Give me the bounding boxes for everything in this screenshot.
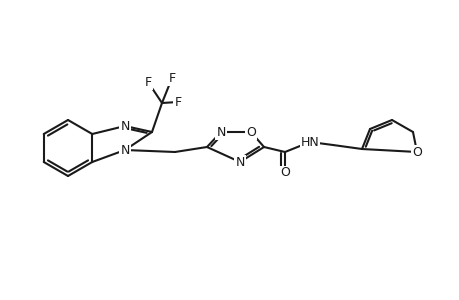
Text: O: O <box>246 125 255 139</box>
Text: F: F <box>144 76 151 88</box>
Text: F: F <box>174 95 181 109</box>
Text: O: O <box>280 167 289 179</box>
Text: F: F <box>168 71 175 85</box>
Text: N: N <box>216 125 225 139</box>
Text: N: N <box>120 119 129 133</box>
Text: HN: HN <box>300 136 319 148</box>
Text: N: N <box>120 143 129 157</box>
Text: N: N <box>235 155 244 169</box>
Text: O: O <box>411 146 421 158</box>
